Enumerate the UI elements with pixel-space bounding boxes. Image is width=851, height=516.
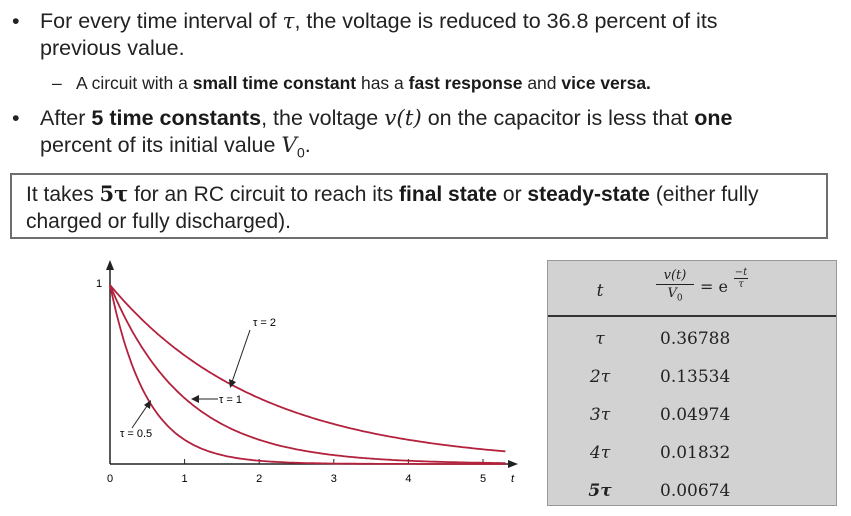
sub-bold-3: vice versa. xyxy=(561,73,651,93)
bullet-1-line2: previous value. xyxy=(40,36,185,60)
x-tick-label: 1 xyxy=(182,473,188,485)
vt-symbol: v(t) xyxy=(384,106,422,131)
table-row-t: 2τ xyxy=(589,367,611,387)
table-row-value: 0.00674 xyxy=(660,481,731,501)
sub-text-2: has a xyxy=(356,73,409,93)
table-header-formula: v(t) V0 = e −t τ xyxy=(656,267,826,311)
table-row-t: τ xyxy=(595,329,605,349)
series-line-0 xyxy=(109,284,506,453)
decay-table: t v(t) V0 = e −t τ τ 0.36788 2τ 0.13534 … xyxy=(547,260,837,506)
sub-bold-2: fast response xyxy=(408,73,523,93)
bullet-2-text-2: , the voltage xyxy=(261,106,385,130)
x-axis-label: t xyxy=(511,473,515,485)
formula-den-sub: 0 xyxy=(676,293,683,304)
y-axis-arrow xyxy=(106,260,114,270)
table-row-t: 4τ xyxy=(589,443,611,463)
pointer-tau-1-head xyxy=(191,395,199,403)
series-line-2 xyxy=(109,284,506,465)
series-line-1 xyxy=(109,284,506,464)
bullet-1-text: For every time interval of xyxy=(40,9,283,33)
y-tick-label: 1 xyxy=(96,278,102,290)
bullet-2-text-3: on the capacitor is less that xyxy=(421,106,695,130)
decay-chart: 0 1 2 3 4 5 t 1 τ = 2 τ = 1 τ = 0.5 xyxy=(96,260,518,485)
formula-exp: −t τ xyxy=(734,267,748,291)
bullet-2-bold-2: one xyxy=(694,106,733,130)
bullet-1: • For every time interval of τ, the volt… xyxy=(12,8,718,62)
pointer-tau-2 xyxy=(231,329,251,383)
label-tau-05: τ = 0.5 xyxy=(120,428,152,440)
formula-exp-den: τ xyxy=(738,279,744,290)
x-tick-label: 5 xyxy=(480,473,486,485)
sub-bullet: – A circuit with a small time constant h… xyxy=(52,72,651,94)
table-row-value: 0.01832 xyxy=(660,443,731,463)
x-tick-label: 3 xyxy=(331,473,337,485)
x-axis-arrow xyxy=(508,460,518,468)
pointer-tau-05-head xyxy=(144,400,151,409)
callout-box: It takes 5τ for an RC circuit to reach i… xyxy=(10,173,828,239)
tau-symbol: τ xyxy=(282,9,295,34)
table-row-value: 0.13534 xyxy=(660,367,731,387)
label-tau-2: τ = 2 xyxy=(253,317,276,329)
table-row-t: 3τ xyxy=(589,405,611,425)
pointer-tau-2-head xyxy=(229,379,236,388)
table-row-value: 0.36788 xyxy=(660,329,731,349)
bullet-2-line2: percent of its initial value xyxy=(40,133,282,157)
table-header-t: t xyxy=(596,281,604,301)
bullet-dot: • xyxy=(12,9,20,33)
bullet-2-bold-1: 5 time constants xyxy=(91,106,262,130)
box-five-tau: 5τ xyxy=(99,181,129,206)
bullet-dot: • xyxy=(12,106,20,130)
x-tick-label: 4 xyxy=(405,473,411,485)
v0-symbol: V xyxy=(281,133,297,158)
box-text-1: It takes xyxy=(26,183,100,206)
bullet-2-text: After xyxy=(40,106,92,130)
sub-bold-1: small time constant xyxy=(192,73,357,93)
sub-bullet-dash: – xyxy=(52,73,62,93)
formula-eq: = e xyxy=(700,277,728,296)
x-tick-label: 0 xyxy=(107,473,113,485)
sub-text-1: A circuit with a xyxy=(76,73,193,93)
box-line2: charged or fully discharged). xyxy=(26,210,291,233)
box-text-3: or xyxy=(497,183,528,206)
bullet-2: • After 5 time constants, the voltage v(… xyxy=(12,105,733,166)
box-bold-1: final state xyxy=(399,183,498,206)
box-text-4: (either fully xyxy=(649,183,759,206)
bullet-1-text-end: , the voltage is reduced to 36.8 percent… xyxy=(294,9,718,33)
box-text-2: for an RC circuit to reach its xyxy=(128,183,400,206)
x-tick-label: 2 xyxy=(256,473,262,485)
pointer-tau-05 xyxy=(131,405,148,429)
formula-exp-num: −t xyxy=(734,267,748,279)
label-tau-1: τ = 1 xyxy=(219,394,242,406)
formula-den: V0 xyxy=(656,285,694,308)
table-row-t: 5τ xyxy=(588,481,612,501)
v0-subscript: 0 xyxy=(296,144,305,161)
table-row-value: 0.04974 xyxy=(660,405,731,425)
box-bold-2: steady-state xyxy=(527,183,650,206)
sub-text-3: and xyxy=(522,73,562,93)
formula-num: v(t) xyxy=(656,267,694,285)
formula-den-v: V xyxy=(667,286,677,301)
table-header-rule xyxy=(548,315,836,317)
bullet-2-end: . xyxy=(304,133,311,157)
formula-fraction: v(t) V0 xyxy=(656,267,694,308)
